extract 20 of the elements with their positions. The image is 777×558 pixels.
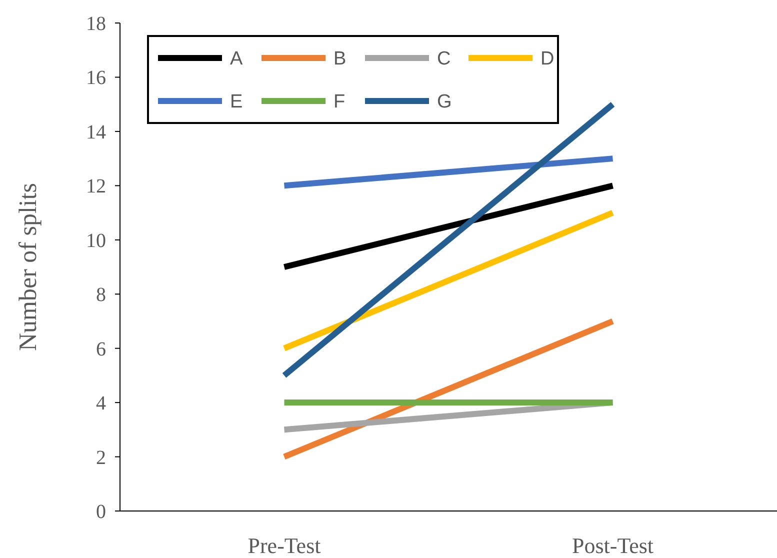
legend-label: E xyxy=(230,92,243,113)
x-tick-label: Pre-Test xyxy=(248,533,321,558)
x-tick-label: Post-Test xyxy=(572,533,654,558)
y-axis-title: Number of splits xyxy=(15,182,42,352)
y-tick-label: 16 xyxy=(86,67,106,90)
legend-label: F xyxy=(334,92,346,113)
y-tick-label: 0 xyxy=(96,501,106,523)
legend-label: C xyxy=(437,48,451,70)
legend-label: A xyxy=(230,48,243,70)
y-tick-label: 18 xyxy=(86,13,106,35)
y-tick-label: 10 xyxy=(86,230,106,252)
y-tick-label: 2 xyxy=(96,446,106,469)
y-tick-label: 8 xyxy=(96,284,106,306)
legend-label: G xyxy=(437,92,452,113)
y-tick-label: 4 xyxy=(96,392,106,415)
y-tick-label: 12 xyxy=(86,176,106,198)
y-tick-label: 6 xyxy=(96,338,106,360)
legend-label: D xyxy=(540,48,554,70)
legend-label: B xyxy=(334,48,346,70)
y-tick-label: 14 xyxy=(86,121,106,144)
